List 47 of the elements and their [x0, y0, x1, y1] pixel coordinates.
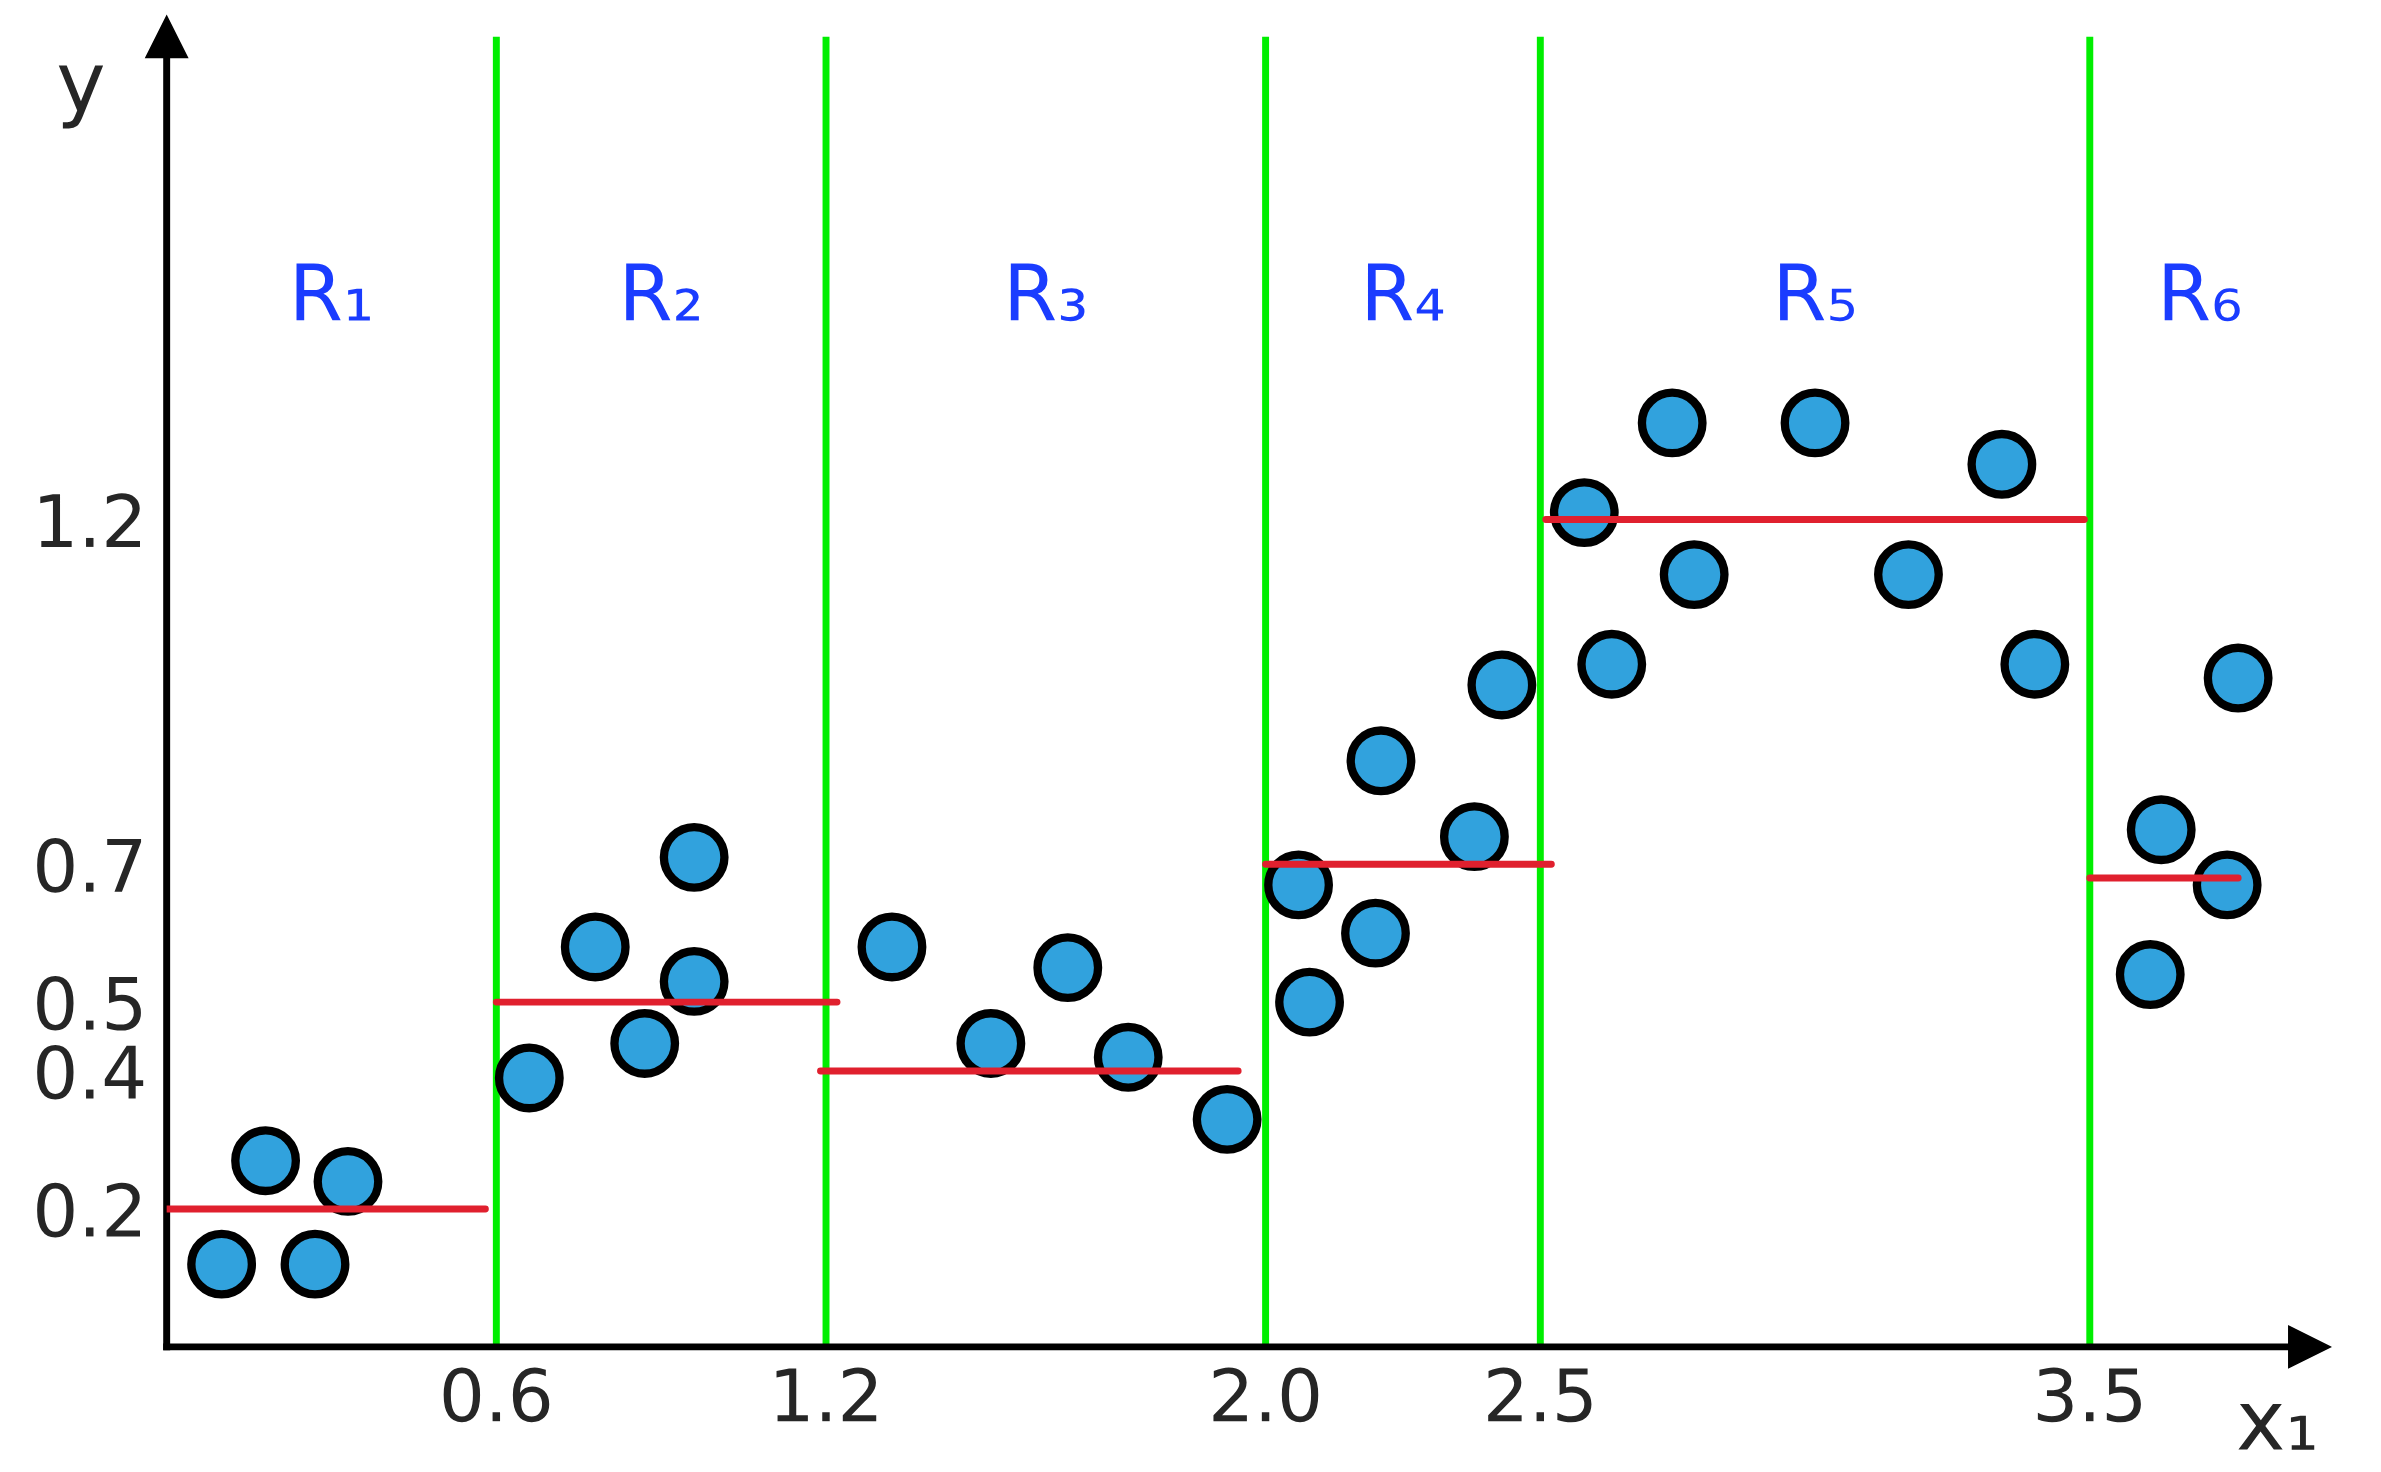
point [610, 1009, 680, 1078]
y-tick-label: 1.2 [40, 493, 140, 547]
point [956, 1009, 1026, 1078]
annotation: R₅ [1780, 263, 1854, 322]
point [659, 947, 729, 1016]
y-axis-title: y [58, 65, 104, 129]
x-tick-label: 3.5 [2037, 1367, 2141, 1423]
point [1275, 967, 1344, 1037]
point [1467, 650, 1537, 720]
annotation: R₄ [1367, 263, 1444, 321]
x-axis-title: x₁ [2238, 1403, 2315, 1450]
point [1577, 629, 1647, 699]
point [280, 1229, 350, 1299]
y-tick-label: 0.5 [37, 975, 141, 1031]
y-tick-label: 0.2 [37, 1182, 140, 1238]
annotation: R₁ [296, 263, 370, 321]
point [1659, 540, 1729, 610]
annotation: R₂ [626, 263, 699, 321]
point [1967, 429, 2037, 499]
point [313, 1146, 383, 1216]
point [187, 1229, 257, 1299]
point [659, 822, 729, 892]
x-tick-label: 0.6 [443, 1367, 550, 1423]
annotation: R₃ [1010, 263, 1085, 322]
point [1341, 898, 1410, 968]
point [857, 912, 927, 982]
point [2203, 643, 2273, 713]
point [1346, 726, 1416, 796]
point [2192, 850, 2262, 920]
point [494, 1043, 564, 1113]
x-tick-label: 2.5 [1488, 1367, 1592, 1423]
point [1439, 802, 1509, 872]
y-tick-label: 0.7 [37, 838, 142, 893]
point [560, 912, 630, 982]
point [1637, 388, 1707, 458]
point [1033, 933, 1103, 1003]
point [2115, 940, 2185, 1009]
point [1780, 388, 1850, 458]
x-tick-label: 1.2 [776, 1367, 877, 1422]
point [2126, 795, 2196, 865]
point [231, 1126, 301, 1196]
point [1192, 1084, 1262, 1154]
x-tick-label: 2.0 [1213, 1367, 1319, 1423]
y-tick-label: 0.4 [37, 1044, 144, 1100]
point [1874, 540, 1943, 610]
annotation: R₆ [2164, 263, 2240, 322]
point [2000, 629, 2070, 699]
